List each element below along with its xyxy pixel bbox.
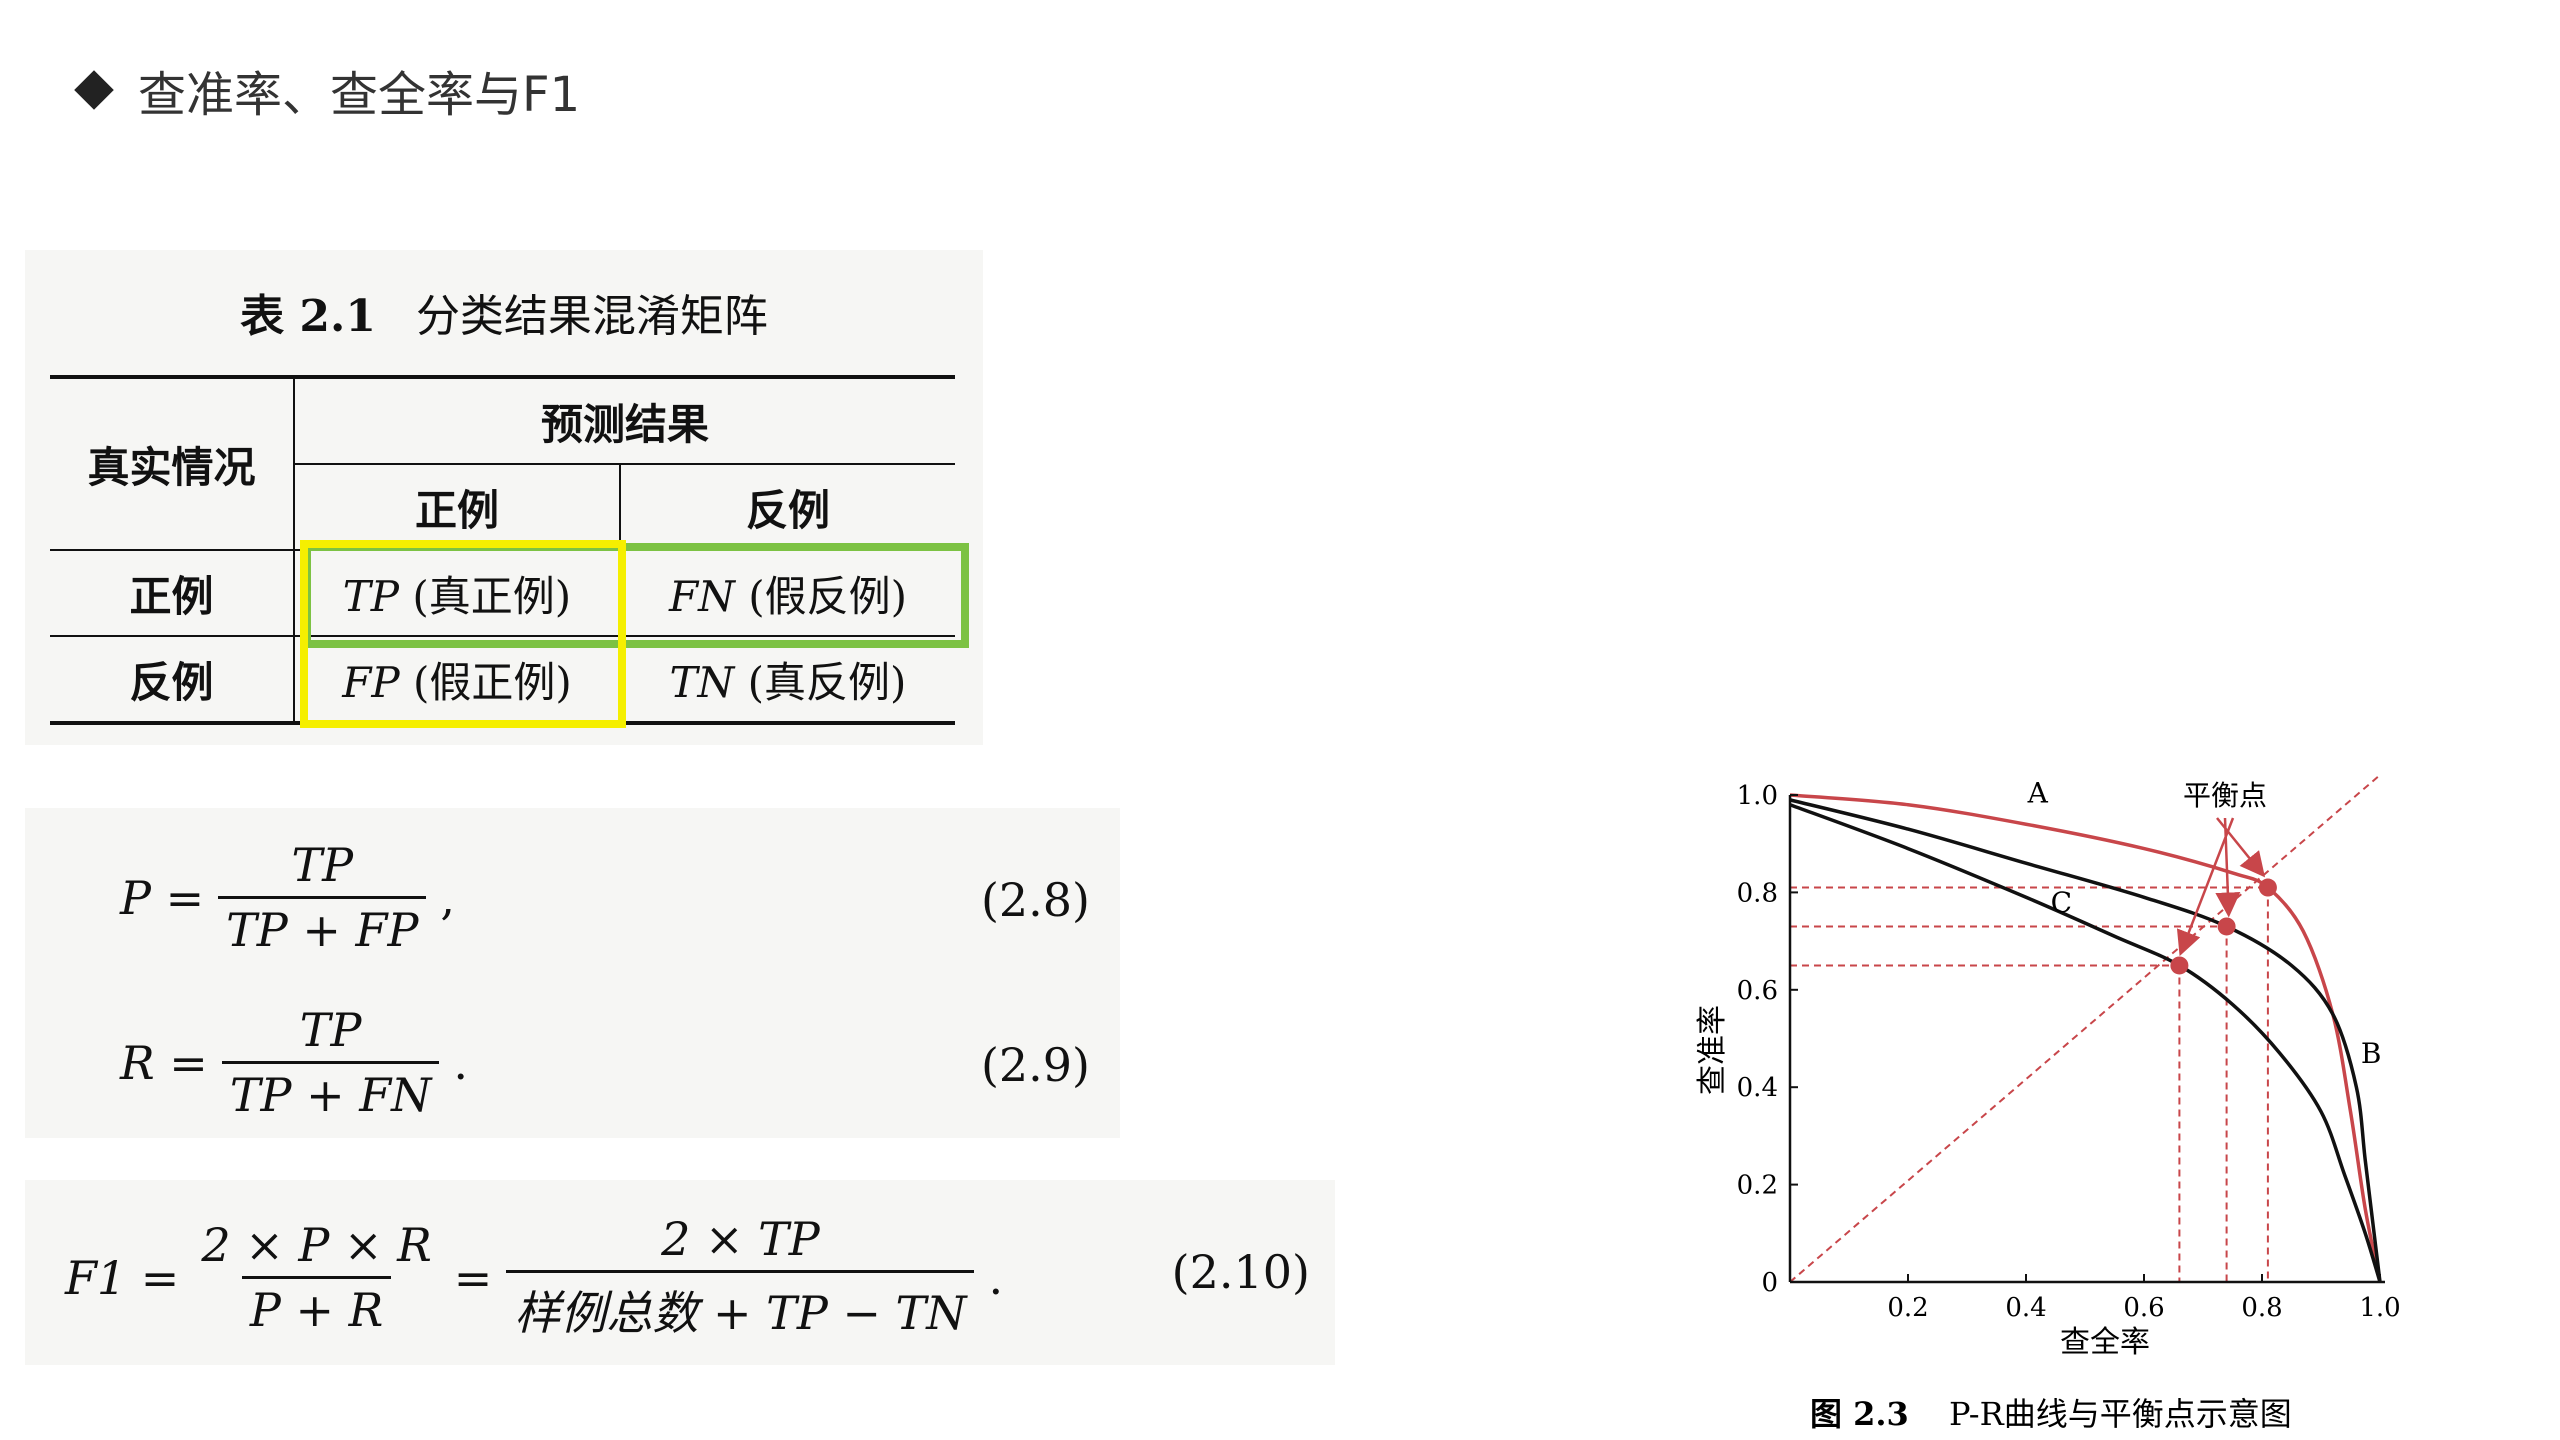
col-header-negative: 反例: [620, 463, 955, 550]
fn-abbr: FN: [668, 571, 735, 621]
precision-tail: ,: [440, 870, 456, 925]
curve-label-A: A: [2027, 776, 2049, 809]
curve-C: [1789, 803, 2382, 1283]
chart-caption-label: 图 2.3: [1810, 1395, 1909, 1433]
recall-formula: R = TP TP + FN .: [120, 1003, 468, 1122]
x-tick-label: 0.2: [1887, 1293, 1928, 1323]
cell-tp: TP (真正例): [294, 550, 621, 636]
tp-name: (真正例): [412, 571, 572, 621]
y-tick-label: 0.8: [1737, 878, 1778, 908]
recall-numerator: TP: [299, 1003, 362, 1057]
chart-caption-text: P-R曲线与平衡点示意图: [1949, 1395, 2292, 1433]
eq-number-2-9: (2.9): [980, 1038, 1090, 1092]
break-even-markers: [2170, 817, 2277, 975]
diamond-bullet-icon: [74, 70, 114, 110]
f1-formula-panel: F1 = 2 × P × R P + R = 2 × TP 样例总数 + TP …: [25, 1180, 1335, 1365]
fn-name: (假反例): [748, 571, 908, 621]
cell-tn: TN (真反例): [620, 636, 955, 723]
tp-abbr: TP: [342, 571, 400, 621]
confusion-matrix-panel: 表 2.1 分类结果混淆矩阵 真实情况 预测结果 正例 反例 正例 TP (真正例…: [25, 250, 983, 745]
confusion-matrix-table: 真实情况 预测结果 正例 反例 正例 TP (真正例) FN (假反例) 反例 …: [50, 375, 955, 725]
table-caption: 表 2.1 分类结果混淆矩阵: [25, 280, 983, 344]
pr-curve-chart: ABC 00.20.40.60.81.00.2 0.4 0.6 0.8 1.0 查全率 …: [1695, 774, 2401, 1433]
fp-name: (假正例): [412, 657, 572, 707]
precision-lhs: P =: [120, 870, 205, 925]
y-tick-label: 1.0: [1737, 781, 1778, 811]
break-even-point-0: [2258, 878, 2277, 897]
precision-denominator: TP + FP: [218, 896, 427, 957]
x-tick-label: 0.8: [2241, 1293, 2282, 1323]
row-label-negative: 反例: [50, 636, 295, 723]
precision-recall-formula-panel: P = TP TP + FP , (2.8) R = TP TP + FN . …: [25, 808, 1120, 1138]
row-header-true-condition: 真实情况: [50, 377, 295, 550]
y-tick-label: 0.6: [1737, 976, 1778, 1006]
cell-fn: FN (假反例): [620, 550, 955, 636]
slide-title-text: 查准率、查全率与F1: [138, 67, 581, 123]
f1-equals: =: [453, 1250, 493, 1305]
eq-number-2-10: (2.10): [1171, 1245, 1310, 1299]
row-label-positive: 正例: [50, 550, 295, 636]
tn-name: (真反例): [747, 657, 907, 707]
precision-fraction: TP TP + FP: [218, 838, 427, 957]
y-axis-label: 查准率: [1695, 1005, 1730, 1095]
y-tick-label: 0.2: [1737, 1171, 1778, 1201]
slide-title: 查准率、查全率与F1: [74, 55, 581, 125]
pr-curves: A B C: [1789, 776, 2382, 1283]
x-axis-label: 查全率: [2060, 1325, 2150, 1360]
table-caption-label: 表 2.1: [240, 291, 376, 342]
col-header-positive: 正例: [294, 463, 621, 550]
break-even-arrow-2: [2176, 817, 2235, 957]
break-even-point-2: [2170, 956, 2189, 975]
curve-A: [1789, 793, 2382, 1283]
recall-fraction: TP TP + FN: [221, 1003, 440, 1122]
recall-denominator: TP + FN: [221, 1061, 440, 1122]
recall-tail: .: [453, 1035, 469, 1090]
break-even-guides: [1789, 774, 2381, 1283]
header-predicted-result: 预测结果: [540, 399, 709, 449]
f1-denominator-2: 样例总数 + TP − TN: [506, 1270, 975, 1343]
y-tick-label: 0.4: [1737, 1073, 1778, 1103]
x-tick-label: 0.6: [2123, 1293, 2164, 1323]
f1-numerator-2: 2 × TP: [661, 1212, 820, 1266]
break-even-label: 平衡点: [2183, 779, 2267, 812]
curve-label-C: C: [2051, 886, 2072, 919]
chart-axes: [1788, 795, 2385, 1284]
f1-lhs: F1 =: [65, 1250, 180, 1305]
break-even-point-1: [2217, 917, 2236, 936]
y-tick-label: 0: [1761, 1268, 1778, 1298]
cell-fp: FP (假正例): [294, 636, 621, 723]
break-even-arrow-0: [2216, 817, 2266, 878]
diagonal-line: [1789, 774, 2381, 1283]
f1-formula: F1 = 2 × P × R P + R = 2 × TP 样例总数 + TP …: [65, 1212, 1003, 1343]
f1-fraction-2: 2 × TP 样例总数 + TP − TN: [506, 1212, 975, 1343]
table-caption-text: 分类结果混淆矩阵: [415, 291, 768, 342]
fp-abbr: FP: [342, 657, 400, 707]
f1-denominator-1: P + R: [241, 1276, 392, 1337]
tick-labels: 0 0.2 0.4 0.6 0.8 1.0 0.2 0.4 0.6 0.8 1.0: [1737, 781, 2401, 1323]
recall-lhs: R =: [120, 1035, 208, 1090]
f1-fraction-1: 2 × P × R P + R: [193, 1218, 439, 1337]
x-tick-label: 0.4: [2005, 1293, 2046, 1323]
tn-abbr: TN: [669, 657, 735, 707]
eq-number-2-8: (2.8): [980, 873, 1090, 927]
f1-tail: .: [988, 1250, 1004, 1305]
curve-B: [1789, 798, 2382, 1283]
x-tick-label: 1.0: [2359, 1293, 2400, 1323]
precision-numerator: TP: [291, 838, 354, 892]
precision-formula: P = TP TP + FP ,: [120, 838, 455, 957]
curve-label-B: B: [2361, 1037, 2382, 1070]
f1-numerator-1: 2 × P × R: [201, 1218, 432, 1272]
chart-caption: 图 2.3 P-R曲线与平衡点示意图: [1810, 1395, 2292, 1433]
